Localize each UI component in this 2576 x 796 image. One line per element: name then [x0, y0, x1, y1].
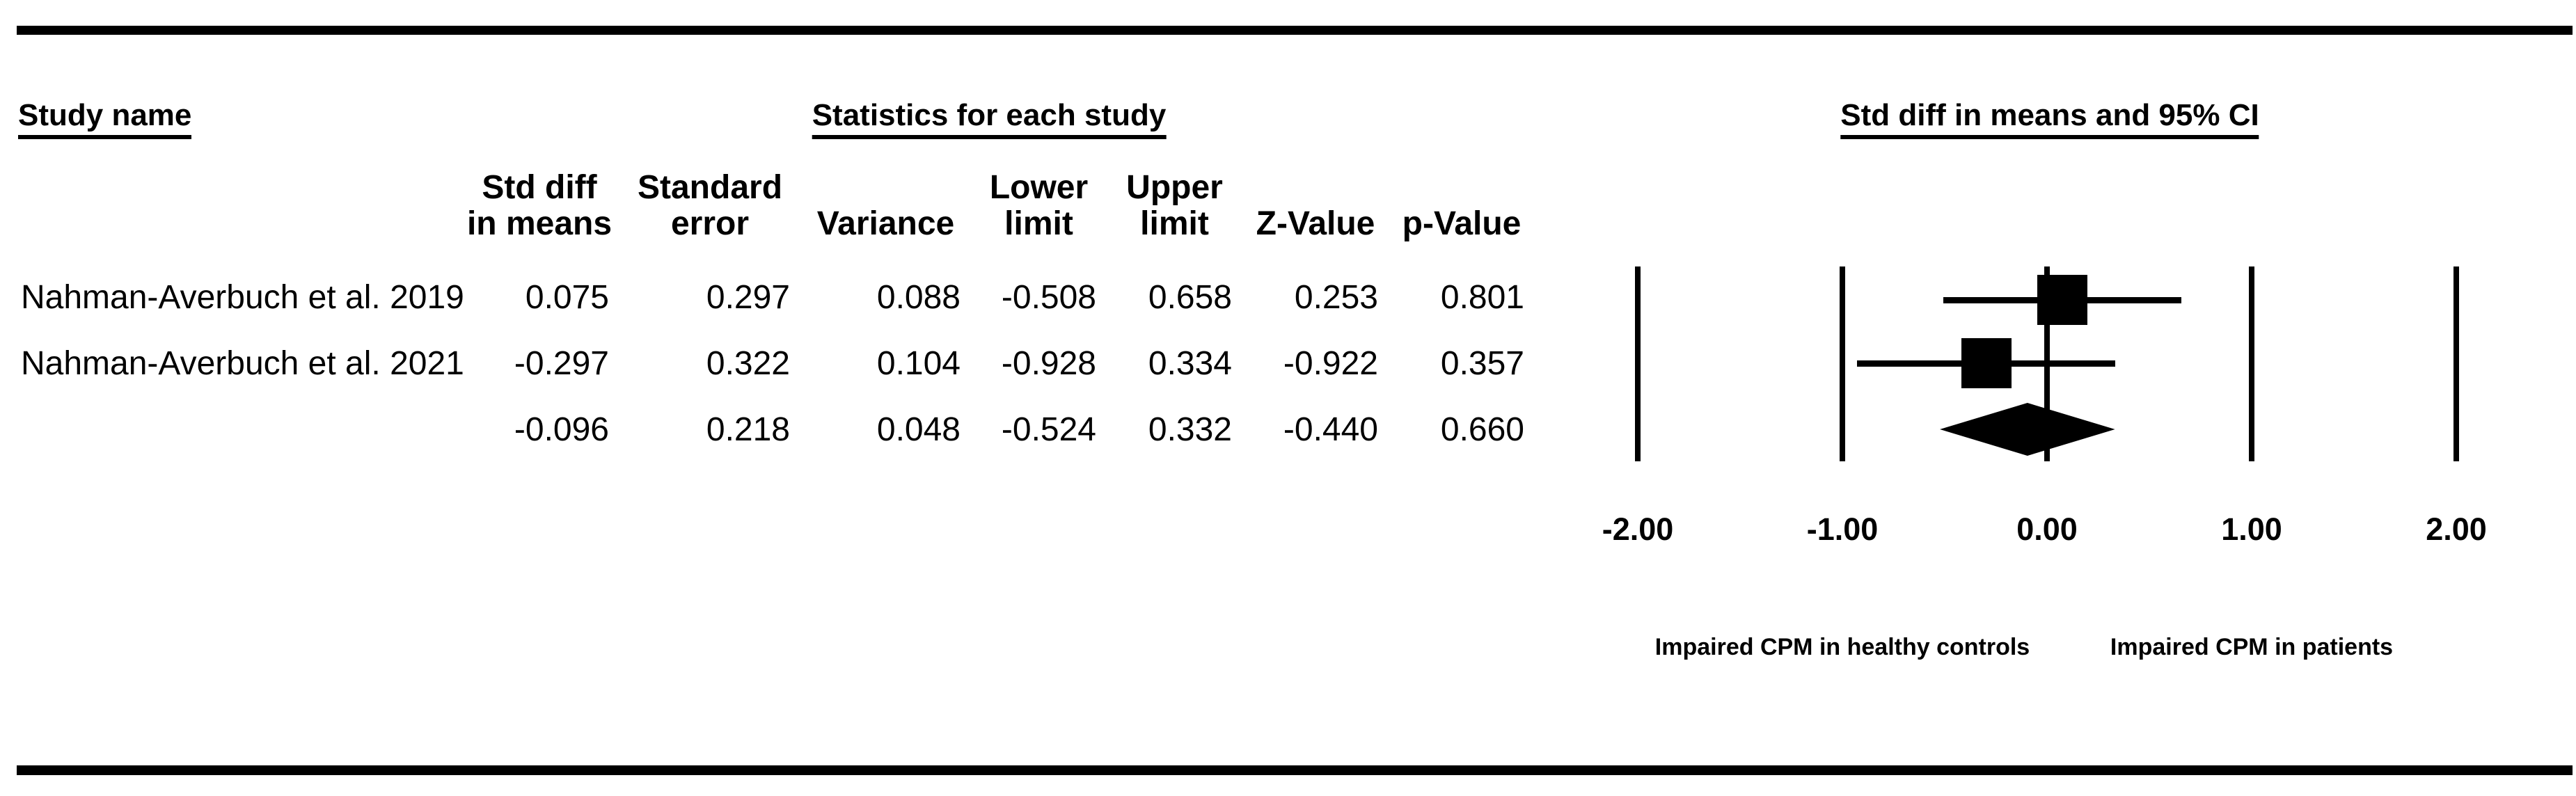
stat-cell-std-diff: 0.075	[525, 279, 609, 316]
summary-diamond	[1939, 403, 2115, 456]
study-name-header: Study name	[18, 99, 192, 139]
study-name-cell: Nahman-Averbuch et al. 2019	[21, 279, 464, 316]
stat-cell-lower-limit: -0.524	[1001, 411, 1096, 448]
stat-cell-variance: 0.048	[876, 411, 961, 448]
point-estimate-study-2021	[1961, 338, 2012, 388]
gridline-neg2	[1635, 266, 1641, 461]
stat-cell-variance: 0.104	[876, 345, 961, 382]
statistics-header: Statistics for each study	[812, 99, 1167, 139]
stat-cell-z-value: -0.922	[1283, 345, 1378, 382]
stat-cell-lower-limit: -0.508	[1001, 279, 1096, 316]
statistics-table: Std diff in means Standard error Varianc…	[17, 167, 1535, 463]
col-header-variance: Variance	[816, 205, 955, 242]
col-header-std-diff-in-means: Std diff in means	[466, 169, 613, 242]
gridline-neg1	[1840, 266, 1845, 461]
stat-cell-standard-error: 0.322	[706, 345, 790, 382]
plot-header: Std diff in means and 95% CI	[1840, 99, 2259, 139]
stat-cell-upper-limit: 0.332	[1148, 411, 1232, 448]
point-estimate-study-2019	[2037, 275, 2088, 325]
stat-cell-lower-limit: -0.928	[1001, 345, 1096, 382]
stat-cell-z-value: -0.440	[1283, 411, 1378, 448]
study-name-cell: Nahman-Averbuch et al. 2021	[21, 345, 464, 382]
x-tick-label: 2.00	[2426, 511, 2487, 547]
col-header-standard-error: Standard error	[637, 169, 783, 242]
footer-label-healthy-controls: Impaired CPM in healthy controls	[1654, 634, 2030, 660]
stat-cell-p-value: 0.357	[1440, 345, 1524, 382]
x-tick-label: -1.00	[1806, 511, 1879, 547]
stat-cell-p-value: 0.660	[1440, 411, 1524, 448]
stat-cell-standard-error: 0.297	[706, 279, 790, 316]
x-tick-label: 0.00	[2016, 511, 2078, 547]
stat-cell-upper-limit: 0.334	[1148, 345, 1232, 382]
x-tick-label: -2.00	[1602, 511, 1674, 547]
col-header-lower-limit: Lower limit	[989, 169, 1089, 242]
col-header-p-value: p-Value	[1402, 205, 1522, 242]
footer-label-patients: Impaired CPM in patients	[2110, 634, 2394, 660]
stat-cell-p-value: 0.801	[1440, 279, 1524, 316]
stat-cell-std-diff: -0.096	[514, 411, 609, 448]
x-tick-label: 1.00	[2221, 511, 2282, 547]
col-header-z-value: Z-Value	[1256, 205, 1375, 242]
stat-cell-upper-limit: 0.658	[1148, 279, 1232, 316]
stat-cell-std-diff: -0.297	[514, 345, 609, 382]
stat-cell-z-value: 0.253	[1294, 279, 1378, 316]
top-rule	[17, 26, 2573, 35]
gridline-pos1	[2249, 266, 2254, 461]
col-header-upper-limit: Upper limit	[1126, 169, 1223, 242]
stat-cell-variance: 0.088	[876, 279, 961, 316]
gridline-pos2	[2453, 266, 2459, 461]
bottom-rule	[17, 765, 2573, 775]
col-header-spacer	[17, 242, 459, 264]
stat-cell-standard-error: 0.218	[706, 411, 790, 448]
